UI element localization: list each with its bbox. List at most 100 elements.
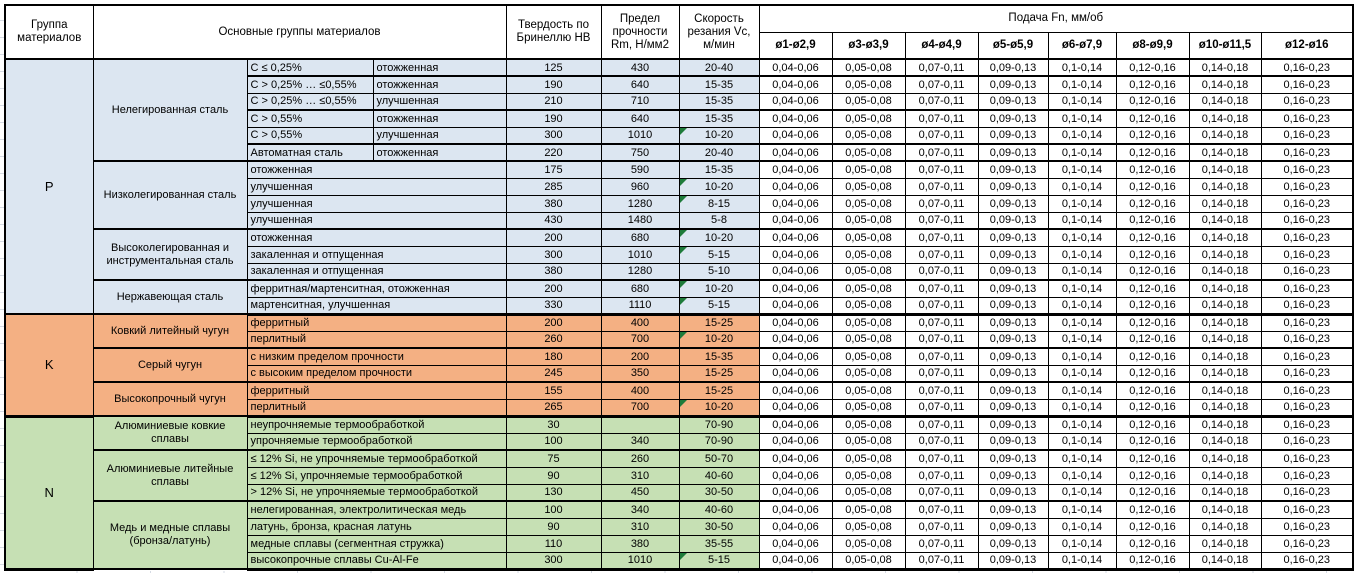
material-group-cell[interactable]: Низколегированная сталь bbox=[92, 160, 248, 230]
feed-value-cell[interactable]: 0,1-0,14 bbox=[1047, 551, 1117, 571]
feed-value-cell[interactable]: 0,09-0,13 bbox=[977, 534, 1049, 553]
feed-value-cell[interactable]: 0,12-0,16 bbox=[1115, 143, 1190, 162]
feed-value-cell[interactable]: 0,14-0,18 bbox=[1188, 126, 1262, 145]
feed-value-cell[interactable]: 0,09-0,13 bbox=[977, 126, 1049, 145]
feed-value-cell[interactable]: 0,04-0,06 bbox=[758, 466, 833, 485]
feed-value-cell[interactable]: 0,12-0,16 bbox=[1115, 330, 1190, 349]
material-spec-cell[interactable]: C ≤ 0,25% bbox=[246, 58, 374, 77]
strength-rm-cell[interactable] bbox=[600, 415, 680, 434]
feed-value-cell[interactable]: 0,09-0,13 bbox=[977, 262, 1049, 281]
feed-value-cell[interactable]: 0,12-0,16 bbox=[1115, 109, 1190, 128]
feed-value-cell[interactable]: 0,04-0,06 bbox=[758, 483, 833, 502]
material-state-cell[interactable]: отожженная bbox=[372, 75, 507, 94]
feed-value-cell[interactable]: 0,07-0,11 bbox=[904, 534, 979, 553]
feed-value-cell[interactable]: 0,1-0,14 bbox=[1047, 279, 1117, 298]
feed-value-cell[interactable]: 0,12-0,16 bbox=[1115, 381, 1190, 400]
feed-value-cell[interactable]: 0,09-0,13 bbox=[977, 177, 1049, 196]
feed-value-cell[interactable]: 0,04-0,06 bbox=[758, 160, 833, 179]
feed-value-cell[interactable]: 0,12-0,16 bbox=[1115, 347, 1190, 366]
feed-value-cell[interactable]: 0,04-0,06 bbox=[758, 517, 833, 536]
material-spec-cell[interactable]: C > 0,25% … ≤0,55% bbox=[246, 75, 374, 94]
hardness-hb-cell[interactable]: 180 bbox=[505, 347, 602, 366]
feed-value-cell[interactable]: 0,09-0,13 bbox=[977, 330, 1049, 349]
strength-rm-cell[interactable]: 310 bbox=[600, 466, 680, 485]
feed-value-cell[interactable]: 0,07-0,11 bbox=[904, 381, 979, 400]
feed-value-cell[interactable]: 0,07-0,11 bbox=[904, 517, 979, 536]
material-spec-cell[interactable]: C > 0,55% bbox=[246, 126, 374, 145]
hardness-hb-cell[interactable]: 200 bbox=[505, 228, 602, 247]
material-state-cell[interactable]: отожженная bbox=[372, 58, 507, 77]
feed-value-cell[interactable]: 0,16-0,23 bbox=[1260, 449, 1354, 468]
feed-value-cell[interactable]: 0,07-0,11 bbox=[904, 313, 979, 332]
feed-value-cell[interactable]: 0,14-0,18 bbox=[1188, 347, 1262, 366]
feed-value-cell[interactable]: 0,12-0,16 bbox=[1115, 228, 1190, 247]
material-spec-cell[interactable]: нелегированная, электролитическая медь bbox=[246, 500, 507, 519]
feed-value-cell[interactable]: 0,12-0,16 bbox=[1115, 534, 1190, 553]
material-group-cell[interactable]: Алюминиевые ковкие сплавы bbox=[92, 415, 248, 451]
feed-value-cell[interactable]: 0,16-0,23 bbox=[1260, 296, 1354, 316]
feed-value-cell[interactable]: 0,05-0,08 bbox=[831, 58, 906, 77]
feed-value-cell[interactable]: 0,1-0,14 bbox=[1047, 432, 1117, 451]
feed-value-cell[interactable]: 0,1-0,14 bbox=[1047, 398, 1117, 418]
feed-value-cell[interactable]: 0,07-0,11 bbox=[904, 92, 979, 111]
feed-value-cell[interactable]: 0,05-0,08 bbox=[831, 296, 906, 316]
feed-value-cell[interactable]: 0,07-0,11 bbox=[904, 483, 979, 502]
feed-value-cell[interactable]: 0,12-0,16 bbox=[1115, 194, 1190, 213]
feed-value-cell[interactable]: 0,14-0,18 bbox=[1188, 517, 1262, 536]
hardness-hb-cell[interactable]: 380 bbox=[505, 194, 602, 213]
feed-value-cell[interactable]: 0,12-0,16 bbox=[1115, 126, 1190, 145]
feed-value-cell[interactable]: 0,04-0,06 bbox=[758, 296, 833, 316]
strength-rm-cell[interactable]: 700 bbox=[600, 330, 680, 349]
material-spec-cell[interactable]: перлитный bbox=[246, 330, 507, 349]
feed-value-cell[interactable]: 0,12-0,16 bbox=[1115, 500, 1190, 519]
feed-value-cell[interactable]: 0,16-0,23 bbox=[1260, 534, 1354, 553]
cutting-speed-cell[interactable]: 30-50 bbox=[678, 517, 760, 536]
feed-value-cell[interactable]: 0,14-0,18 bbox=[1188, 194, 1262, 213]
feed-value-cell[interactable]: 0,14-0,18 bbox=[1188, 415, 1262, 434]
hardness-hb-cell[interactable]: 380 bbox=[505, 262, 602, 281]
feed-value-cell[interactable]: 0,14-0,18 bbox=[1188, 296, 1262, 316]
material-group-cell[interactable]: Высокопрочный чугун bbox=[92, 381, 248, 417]
strength-rm-cell[interactable]: 700 bbox=[600, 398, 680, 418]
feed-value-cell[interactable]: 0,07-0,11 bbox=[904, 279, 979, 298]
strength-rm-cell[interactable]: 260 bbox=[600, 449, 680, 468]
group-code-cell[interactable]: P bbox=[4, 58, 94, 315]
feed-value-cell[interactable]: 0,09-0,13 bbox=[977, 398, 1049, 418]
feed-value-cell[interactable]: 0,14-0,18 bbox=[1188, 364, 1262, 383]
material-state-cell[interactable]: улучшенная bbox=[372, 92, 507, 111]
feed-value-cell[interactable]: 0,07-0,11 bbox=[904, 160, 979, 179]
feed-value-cell[interactable]: 0,16-0,23 bbox=[1260, 58, 1354, 77]
hardness-hb-cell[interactable]: 200 bbox=[505, 313, 602, 332]
feed-value-cell[interactable]: 0,07-0,11 bbox=[904, 177, 979, 196]
feed-value-cell[interactable]: 0,1-0,14 bbox=[1047, 330, 1117, 349]
strength-rm-cell[interactable]: 340 bbox=[600, 500, 680, 519]
feed-value-cell[interactable]: 0,09-0,13 bbox=[977, 92, 1049, 111]
feed-value-cell[interactable]: 0,14-0,18 bbox=[1188, 228, 1262, 247]
feed-value-cell[interactable]: 0,04-0,06 bbox=[758, 58, 833, 77]
feed-value-cell[interactable]: 0,16-0,23 bbox=[1260, 211, 1354, 230]
feed-value-cell[interactable]: 0,05-0,08 bbox=[831, 262, 906, 281]
feed-value-cell[interactable]: 0,16-0,23 bbox=[1260, 347, 1354, 366]
strength-rm-cell[interactable]: 710 bbox=[600, 92, 680, 111]
hardness-hb-cell[interactable]: 100 bbox=[505, 500, 602, 519]
cutting-speed-cell[interactable]: 10-20 bbox=[678, 330, 760, 349]
feed-value-cell[interactable]: 0,09-0,13 bbox=[977, 313, 1049, 332]
cutting-speed-cell[interactable]: 10-20 bbox=[678, 228, 760, 247]
feed-value-cell[interactable]: 0,04-0,06 bbox=[758, 211, 833, 230]
feed-value-cell[interactable]: 0,1-0,14 bbox=[1047, 75, 1117, 94]
cutting-speed-cell[interactable]: 15-35 bbox=[678, 92, 760, 111]
feed-value-cell[interactable]: 0,14-0,18 bbox=[1188, 92, 1262, 111]
feed-value-cell[interactable]: 0,14-0,18 bbox=[1188, 262, 1262, 281]
feed-value-cell[interactable]: 0,04-0,06 bbox=[758, 330, 833, 349]
feed-value-cell[interactable]: 0,12-0,16 bbox=[1115, 75, 1190, 94]
feed-value-cell[interactable]: 0,07-0,11 bbox=[904, 466, 979, 485]
material-spec-cell[interactable]: Автоматная сталь bbox=[246, 143, 374, 162]
feed-value-cell[interactable]: 0,04-0,06 bbox=[758, 449, 833, 468]
hardness-hb-cell[interactable]: 190 bbox=[505, 75, 602, 94]
feed-value-cell[interactable]: 0,04-0,06 bbox=[758, 92, 833, 111]
feed-value-cell[interactable]: 0,05-0,08 bbox=[831, 313, 906, 332]
feed-value-cell[interactable]: 0,16-0,23 bbox=[1260, 160, 1354, 179]
header-diameter-1[interactable]: ø1-ø2,9 bbox=[758, 31, 833, 60]
feed-value-cell[interactable]: 0,09-0,13 bbox=[977, 364, 1049, 383]
cutting-speed-cell[interactable]: 15-25 bbox=[678, 381, 760, 400]
